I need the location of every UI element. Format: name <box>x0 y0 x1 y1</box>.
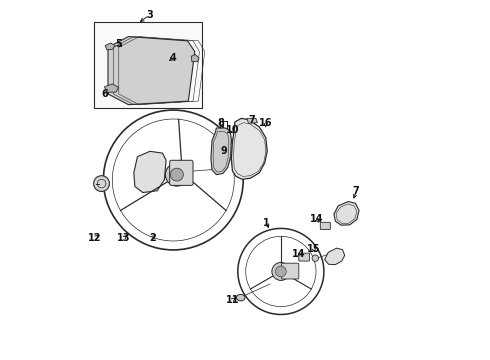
FancyBboxPatch shape <box>282 263 299 279</box>
Text: 1: 1 <box>263 218 270 228</box>
FancyBboxPatch shape <box>320 222 330 229</box>
Text: 14: 14 <box>292 248 306 258</box>
Polygon shape <box>324 248 344 265</box>
Text: 11: 11 <box>226 295 239 305</box>
FancyBboxPatch shape <box>299 253 310 261</box>
Text: 6: 6 <box>102 89 108 99</box>
Polygon shape <box>211 128 231 175</box>
Circle shape <box>166 163 188 186</box>
Circle shape <box>272 262 290 280</box>
Text: 14: 14 <box>310 215 323 224</box>
Circle shape <box>94 176 109 192</box>
Text: 4: 4 <box>169 53 176 63</box>
Circle shape <box>171 168 183 181</box>
Ellipse shape <box>236 294 245 301</box>
Circle shape <box>275 266 286 277</box>
Text: 10: 10 <box>226 125 240 135</box>
Text: 9: 9 <box>220 146 227 156</box>
Polygon shape <box>191 54 199 62</box>
Text: 8: 8 <box>217 118 224 128</box>
Polygon shape <box>231 118 267 179</box>
Text: 7: 7 <box>248 115 255 125</box>
Polygon shape <box>105 43 115 50</box>
Bar <box>95 22 202 108</box>
Polygon shape <box>104 84 119 92</box>
Text: 16: 16 <box>259 118 272 128</box>
Polygon shape <box>108 37 195 105</box>
FancyBboxPatch shape <box>170 160 193 185</box>
Text: 2: 2 <box>149 233 156 243</box>
Polygon shape <box>134 151 166 193</box>
Text: 7: 7 <box>353 186 360 197</box>
Text: 13: 13 <box>117 233 130 243</box>
Text: 5: 5 <box>115 40 122 49</box>
Text: 15: 15 <box>307 244 320 254</box>
Text: 12: 12 <box>88 233 102 243</box>
Polygon shape <box>247 118 258 123</box>
Text: 3: 3 <box>146 10 153 20</box>
Circle shape <box>312 255 318 261</box>
Polygon shape <box>334 202 359 225</box>
